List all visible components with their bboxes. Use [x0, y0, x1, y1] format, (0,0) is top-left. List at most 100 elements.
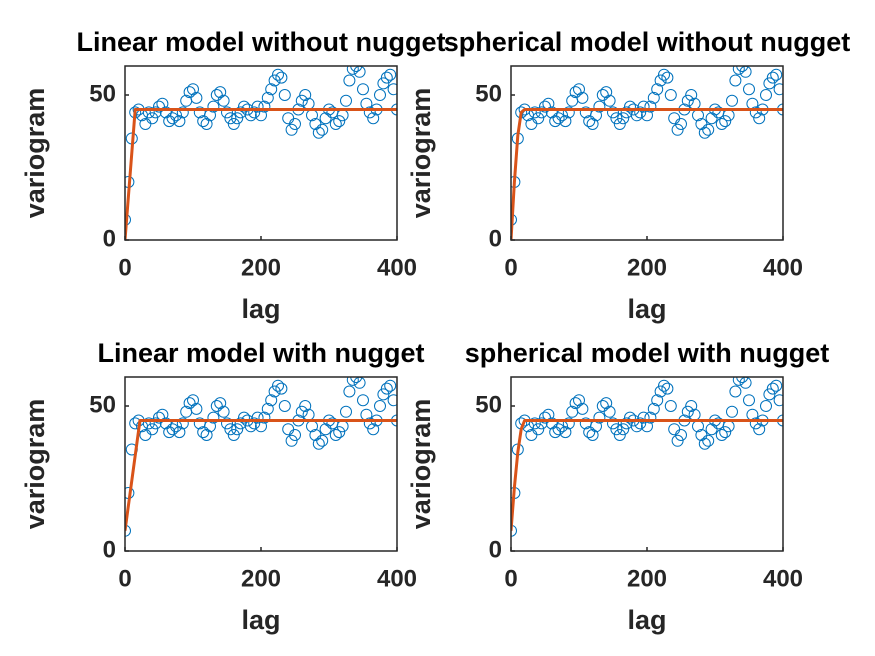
data-point: [637, 411, 650, 424]
y-tick-label: 0: [489, 536, 502, 563]
data-point: [535, 417, 548, 430]
subplot: 0 200 400 0 50 lag variogram Linear model with …: [20, 338, 424, 635]
y-tick-label: 0: [103, 225, 116, 252]
data-point: [702, 434, 715, 447]
subplot-title: Linear model without nugget: [77, 27, 446, 57]
data-point: [654, 74, 667, 87]
data-point: [607, 417, 619, 430]
data-point: [146, 423, 159, 436]
data-point: [651, 83, 664, 96]
data-point: [278, 400, 291, 412]
x-tick-label: 400: [377, 565, 417, 592]
data-point: [221, 417, 233, 430]
data-point: [685, 400, 698, 412]
data-point: [312, 437, 325, 450]
data-point: [743, 394, 755, 407]
x-axis-label: lag: [627, 605, 666, 635]
data-point: [719, 426, 732, 439]
data-point: [593, 411, 606, 424]
data-point: [173, 426, 186, 439]
data-point: [265, 394, 278, 407]
data-point: [265, 83, 278, 96]
data-point: [753, 112, 766, 125]
data-point: [251, 100, 264, 113]
y-tick-label: 50: [475, 80, 502, 107]
data-point: [644, 411, 657, 424]
data-point: [272, 68, 284, 81]
data-point: [600, 86, 613, 99]
data-point: [664, 89, 677, 101]
data-point: [387, 394, 397, 407]
data-point: [272, 379, 284, 392]
data-point: [149, 106, 162, 119]
data-point: [634, 417, 647, 430]
data-point: [613, 429, 626, 441]
data-point: [770, 68, 783, 81]
data-point: [285, 123, 298, 136]
data-point: [760, 89, 772, 101]
data-point: [576, 402, 589, 415]
data-point: [380, 71, 393, 84]
plot-area: [511, 66, 783, 240]
data-point: [224, 423, 237, 436]
y-tick-label: 50: [475, 391, 502, 418]
subplot-title: spherical model without nugget: [444, 27, 851, 57]
data-point: [278, 89, 291, 101]
data-point: [258, 100, 271, 113]
data-point: [190, 91, 203, 104]
data-point: [329, 429, 342, 441]
x-tick-label: 200: [241, 254, 281, 281]
x-tick-label: 200: [627, 565, 667, 592]
axes-background: [125, 377, 397, 551]
data-point: [200, 118, 213, 130]
x-tick-label: 400: [763, 254, 803, 281]
data-point: [773, 394, 783, 407]
data-point: [231, 112, 244, 125]
data-point: [617, 112, 630, 125]
data-point: [671, 434, 684, 447]
data-point: [613, 118, 626, 130]
data-point: [562, 106, 575, 119]
y-axis-label: variogram: [406, 399, 436, 530]
data-point: [299, 400, 312, 412]
data-point: [214, 397, 227, 410]
x-tick-label: 0: [118, 254, 131, 281]
data-point: [173, 115, 186, 128]
subplot-title: spherical model with nugget: [465, 338, 830, 368]
data-point: [329, 118, 342, 130]
data-point: [367, 423, 380, 436]
data-point: [289, 429, 301, 441]
data-point: [661, 382, 674, 395]
x-tick-label: 400: [377, 254, 417, 281]
data-point: [749, 417, 762, 430]
data-point: [654, 385, 667, 398]
data-point: [346, 66, 359, 75]
data-point: [607, 106, 619, 119]
data-point: [258, 411, 271, 424]
data-point: [142, 417, 155, 430]
data-point: [647, 402, 660, 415]
data-point: [190, 402, 203, 415]
data-point: [562, 417, 575, 430]
x-tick-label: 200: [627, 254, 667, 281]
data-point: [312, 126, 325, 139]
model-line: [511, 419, 783, 531]
x-tick-label: 0: [118, 565, 131, 592]
data-point: [729, 385, 742, 398]
data-point: [760, 400, 772, 412]
data-point: [603, 405, 616, 418]
data-point: [374, 400, 386, 412]
data-point: [658, 379, 670, 392]
data-point: [166, 112, 179, 125]
data-point: [726, 94, 738, 107]
y-axis-label: variogram: [20, 399, 50, 530]
data-point: [658, 68, 670, 81]
data-point: [374, 89, 386, 101]
model-line: [125, 419, 397, 531]
data-point: [586, 118, 599, 130]
data-point: [715, 429, 728, 441]
data-point: [357, 394, 369, 407]
data-point: [726, 405, 738, 418]
data-point: [377, 77, 390, 90]
